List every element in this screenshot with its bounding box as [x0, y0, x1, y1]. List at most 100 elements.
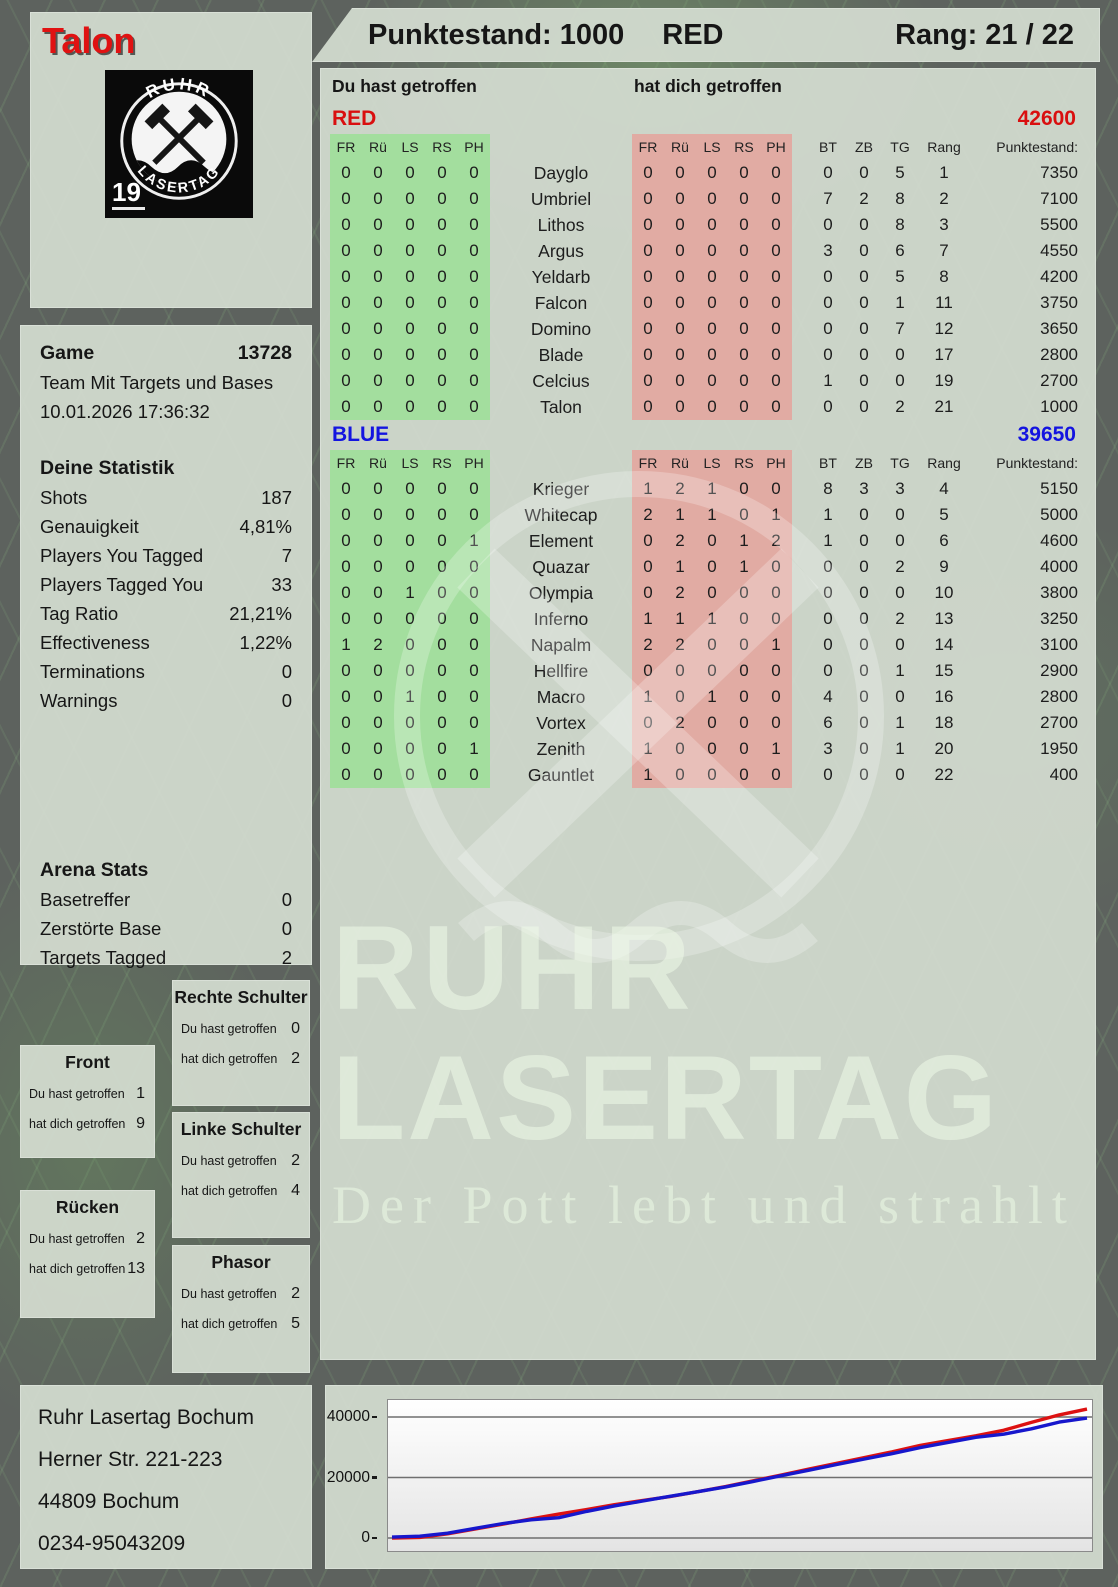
stats-rows: Shots 187 Genauigkeit 4,81% Players You Tagg… [40, 483, 292, 715]
you-hit-cell: 0 [362, 762, 394, 788]
crossed-hammers-logo-icon: RUHR LASERTAG [105, 70, 253, 218]
hitzone-title: Front [65, 1052, 110, 1072]
them-hit-cell: 0 [728, 186, 760, 212]
stat-row-value: 0 [281, 661, 292, 682]
you-hit-cell: 0 [458, 502, 490, 528]
them-hit-cell: 0 [760, 580, 792, 606]
you-hit-cell: 1 [394, 684, 426, 710]
player-name-cell: Dayglo [533, 163, 589, 183]
hitzone-title: Rechte Schulter [174, 987, 308, 1007]
you-hit-cell: 0 [394, 238, 426, 264]
tg-cell: 0 [895, 531, 905, 550]
you-hit-cell: 0 [362, 316, 394, 342]
header-rank: Rang: 21 / 22 [895, 18, 1074, 51]
them-hit-cell: 0 [632, 580, 664, 606]
punktestand-cell: 4200 [1040, 267, 1078, 286]
stat-row: Players Tagged You 33 [40, 570, 292, 599]
address-line: Herner Str. 221-223 [38, 1448, 223, 1471]
them-hit-cell: 1 [696, 476, 728, 502]
zb-cell: 0 [859, 505, 869, 524]
header-team: RED [662, 18, 724, 51]
hitzone-row-you: Du hast getroffen 0 [172, 1020, 310, 1038]
zb-cell: 0 [859, 609, 869, 628]
them-hit-cell: 0 [632, 316, 664, 342]
you-hit-cell: 2 [362, 632, 394, 658]
them-hit-cell: 0 [632, 394, 664, 420]
hitzone-row-label: hat dich getroffen [29, 1262, 126, 1276]
you-hit-cell: 0 [330, 186, 362, 212]
col-header-you: PH [458, 134, 490, 160]
player-name-cell: Falcon [534, 293, 588, 313]
rang-cell: 3 [939, 215, 949, 234]
punktestand-cell: 2800 [1040, 687, 1078, 706]
zb-cell: 0 [859, 765, 869, 784]
arena-row-label: Targets Tagged [40, 947, 167, 968]
spacer [792, 736, 810, 762]
them-hit-cell: 1 [760, 736, 792, 762]
zb-cell: 0 [859, 267, 869, 286]
hitzone-row-them: hat dich getroffen 13 [20, 1260, 155, 1278]
you-hit-cell: 0 [362, 212, 394, 238]
hitzone-box-phasor: Phasor Du hast getroffen 2 hat dich getroff… [172, 1245, 310, 1373]
hitzone-row-them: hat dich getroffen 9 [20, 1115, 155, 1133]
them-hit-cell: 0 [696, 186, 728, 212]
punktestand-cell: 3750 [1040, 293, 1078, 312]
you-hit-cell: 0 [362, 580, 394, 606]
you-hit-cell: 0 [330, 342, 362, 368]
them-hit-cell: 0 [632, 528, 664, 554]
rang-cell: 22 [934, 765, 954, 784]
you-hit-cell: 0 [330, 762, 362, 788]
you-hit-cell: 0 [458, 632, 490, 658]
you-hit-cell: 0 [426, 528, 458, 554]
rang-cell: 6 [939, 531, 949, 550]
you-hit-cell: 0 [458, 342, 490, 368]
spacer [792, 476, 810, 502]
hitzone-row-value: 1 [136, 1085, 145, 1102]
punktestand-cell: 5000 [1040, 505, 1078, 524]
them-hit-cell: 0 [760, 368, 792, 394]
player-name-cell: Argus [538, 241, 584, 261]
team-total-score: 39650 [1017, 423, 1076, 446]
bt-cell: 0 [823, 661, 833, 680]
arena-section-title: Arena Stats [40, 859, 149, 881]
stat-row-label: Players Tagged You [40, 574, 204, 595]
you-hit-cell: 0 [458, 684, 490, 710]
hitzone-row-label: Du hast getroffen [181, 1154, 277, 1168]
rang-cell: 21 [934, 397, 954, 416]
stat-row: Effectiveness 1,22% [40, 628, 292, 657]
hitzone-box-front: Front Du hast getroffen 1 hat dich getroffe… [20, 1045, 155, 1158]
you-hit-cell: 0 [394, 632, 426, 658]
zb-cell: 0 [859, 293, 869, 312]
arena-row: Targets Tagged 2 [40, 943, 292, 972]
them-hit-cell: 0 [664, 290, 696, 316]
player-name-cell: Yeldarb [531, 267, 591, 287]
spacer [792, 394, 810, 420]
you-hit-cell: 0 [330, 476, 362, 502]
you-hit-cell: 0 [330, 212, 362, 238]
them-hit-cell: 1 [632, 762, 664, 788]
col-header-you: RS [426, 134, 458, 160]
you-hit-cell: 1 [458, 528, 490, 554]
zb-cell: 0 [859, 319, 869, 338]
them-hit-cell: 0 [728, 502, 760, 528]
address-line: 0234-95043209 [38, 1532, 186, 1555]
col-header-you: PH [458, 450, 490, 476]
you-hit-cell: 0 [394, 160, 426, 186]
zb-cell: 0 [859, 163, 869, 182]
rang-cell: 20 [934, 739, 954, 758]
them-hit-cell: 0 [632, 554, 664, 580]
tg-cell: 1 [895, 739, 905, 758]
stat-row-value: 0 [281, 690, 292, 711]
them-hit-cell: 2 [664, 528, 696, 554]
you-hit-cell: 0 [426, 160, 458, 186]
them-hit-cell: 0 [760, 342, 792, 368]
rang-cell: 14 [934, 635, 954, 654]
them-hit-cell: 0 [632, 658, 664, 684]
bt-cell: 0 [823, 319, 833, 338]
spacer [792, 450, 810, 476]
col-header-right: BT [819, 139, 837, 155]
them-hit-cell: 0 [664, 342, 696, 368]
them-hit-cell: 0 [664, 238, 696, 264]
punktestand-cell: 5150 [1040, 479, 1078, 498]
